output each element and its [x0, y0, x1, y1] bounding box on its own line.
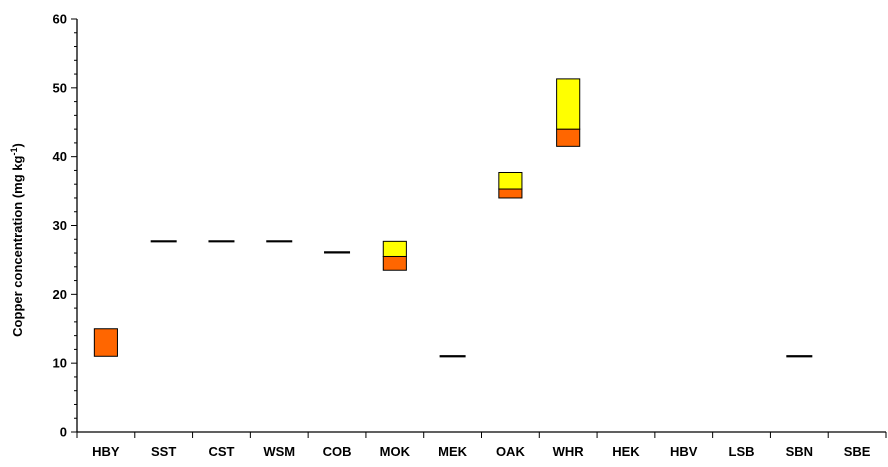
- x-tick-label: CST: [208, 444, 234, 459]
- x-tick-label: HEK: [612, 444, 640, 459]
- y-tick-label: 10: [53, 356, 67, 371]
- x-tick-label: WHR: [553, 444, 585, 459]
- y-axis-title: Copper concentration (mg kg-1): [9, 143, 25, 337]
- x-tick-label: SBE: [844, 444, 871, 459]
- orange-range-bar: [382, 255, 407, 271]
- yellow-range-bar: [498, 171, 523, 190]
- y-axis-title-superscript: -1: [9, 148, 19, 156]
- x-tick-label: OAK: [496, 444, 526, 459]
- yellow-range-bar: [382, 240, 407, 257]
- y-axis-title-text: Copper concentration (mg kg: [10, 155, 25, 336]
- x-ticks: HBY SST CST WSM COB MOK MEK OAK WHR HEK HBV LSB SBN S…: [76, 432, 887, 459]
- orange-range-bar: [498, 188, 523, 199]
- x-tick-label: COB: [323, 444, 352, 459]
- yellow-range-bar: [556, 78, 581, 130]
- y-tick-label: 0: [60, 425, 67, 440]
- y-tick-label: 50: [53, 80, 67, 95]
- x-tick-label: SST: [151, 444, 176, 459]
- orange-range-bar: [93, 328, 118, 357]
- orange-range-bar: [556, 128, 581, 147]
- y-tick-label: 30: [53, 218, 67, 233]
- x-tick-label: MEK: [438, 444, 468, 459]
- y-axis-title-suffix: ): [10, 143, 25, 147]
- y-ticks: 0 10 20 30 40 50 60: [53, 12, 77, 440]
- y-tick-label: 60: [53, 12, 67, 27]
- x-tick-label: LSB: [729, 444, 755, 459]
- x-tick-label: HBY: [92, 444, 120, 459]
- x-tick-label: MOK: [380, 444, 411, 459]
- y-tick-label: 40: [53, 149, 67, 164]
- x-tick-label: HBV: [670, 444, 698, 459]
- y-tick-label: 20: [53, 287, 67, 302]
- plot-marks: [93, 78, 813, 358]
- x-tick-label: WSM: [263, 444, 295, 459]
- x-tick-label: SBN: [786, 444, 813, 459]
- axes: [76, 19, 886, 433]
